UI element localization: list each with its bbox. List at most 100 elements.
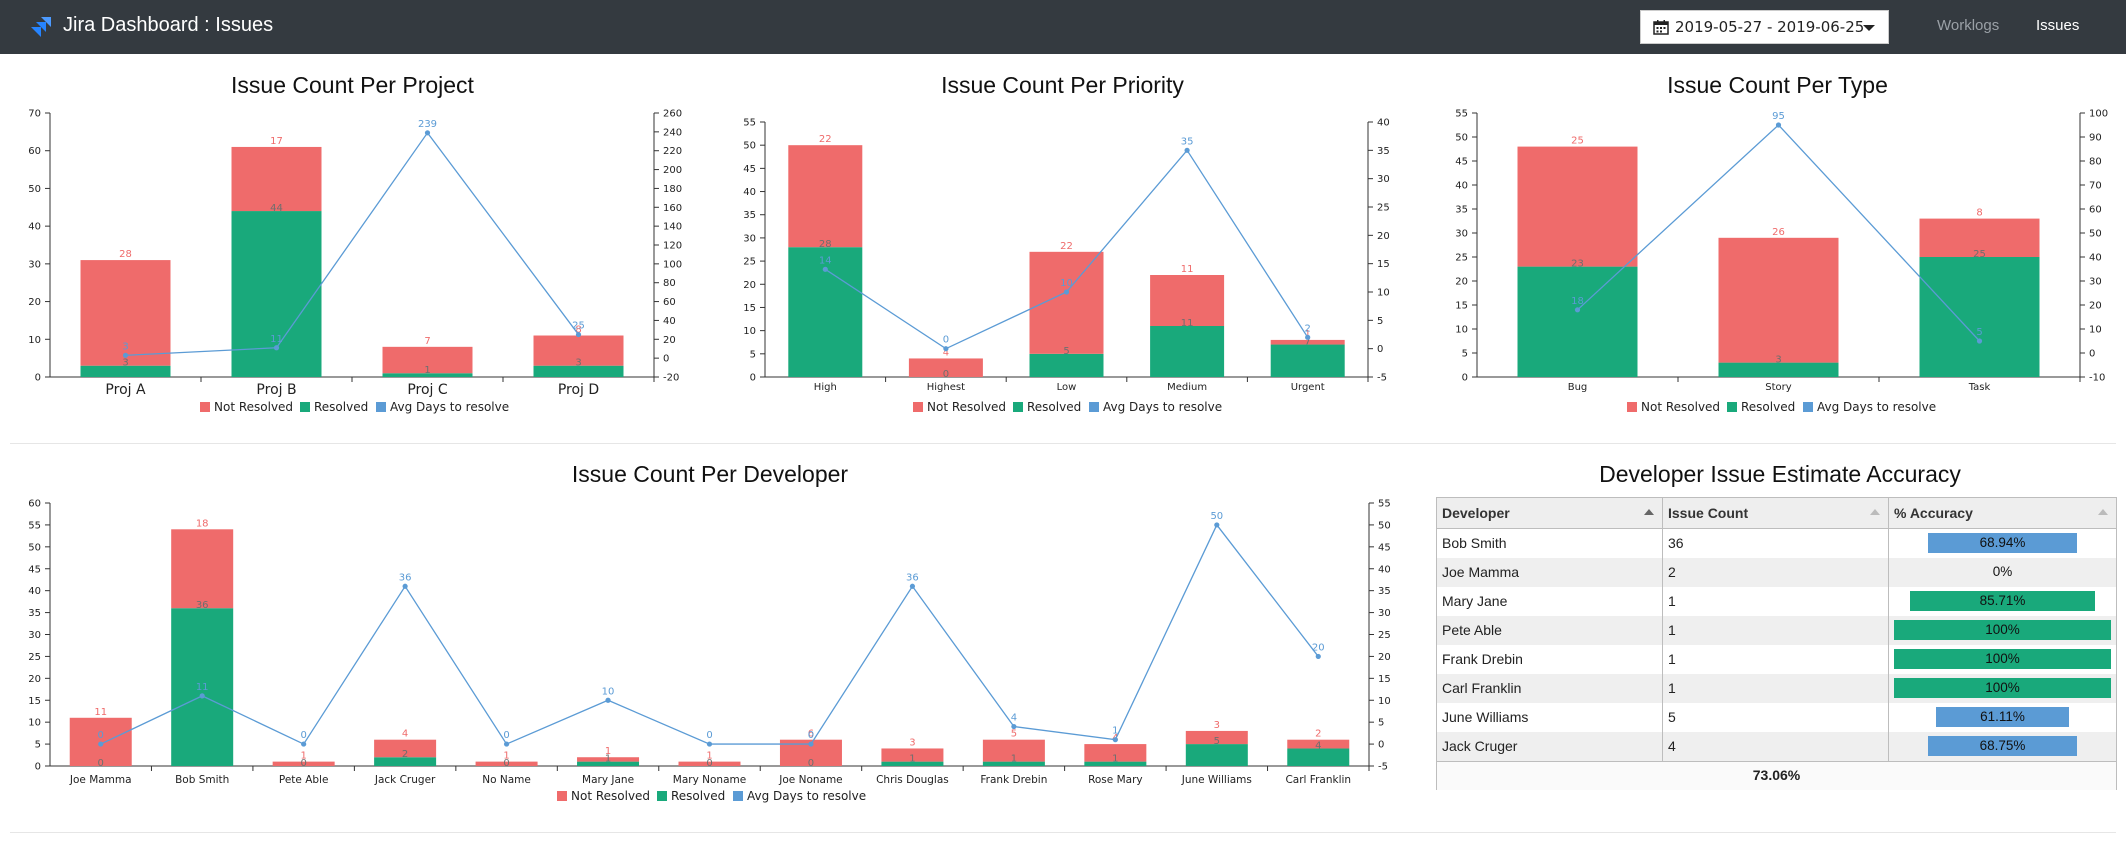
bar-not-resolved: [231, 146, 322, 212]
data-label-avg-days: 18: [1571, 296, 1584, 307]
avg-days-point: [605, 697, 611, 703]
y2-tick-label: 0: [1378, 740, 1384, 751]
y-tick-label: 40: [1455, 181, 1468, 192]
avg-days-point: [1305, 334, 1311, 340]
data-label-resolved: 3: [122, 358, 128, 369]
issue-count: 1: [1668, 622, 1676, 638]
developer-name: June Williams: [1442, 709, 1529, 725]
data-label-avg-days: 0: [300, 730, 306, 741]
y2-tick-label: 40: [1377, 118, 1390, 129]
category-label: Proj D: [558, 382, 599, 398]
data-label-resolved: 4: [1315, 740, 1321, 751]
category-label: Proj B: [256, 382, 296, 398]
y-tick-label: 45: [28, 564, 41, 575]
table-row[interactable]: June Williams 5 61.11%: [1437, 703, 2116, 732]
legend-label: Resolved: [1027, 400, 1081, 414]
avg-days-point: [822, 266, 828, 272]
legend-label: Avg Days to resolve: [747, 789, 866, 803]
y2-tick-label: 40: [1378, 564, 1391, 575]
data-label-resolved: 0: [300, 758, 306, 769]
calendar-icon: [1653, 20, 1669, 35]
table-row[interactable]: Bob Smith 36 68.94%: [1437, 529, 2116, 558]
avg-days-line: [1577, 124, 1980, 342]
column-header-developer[interactable]: Developer: [1437, 498, 1662, 528]
y-tick-label: 0: [1462, 373, 1468, 384]
y-tick-label: 25: [28, 652, 41, 663]
y-tick-label: 50: [28, 542, 41, 553]
table-header: Developer Issue Count % Accuracy: [1437, 498, 2116, 529]
section-divider: [10, 832, 2116, 833]
category-label: Urgent: [1291, 382, 1325, 393]
y-tick-label: 30: [1455, 229, 1468, 240]
y-tick-label: 50: [1455, 133, 1468, 144]
data-label-resolved: 0: [943, 369, 949, 380]
y-tick-label: 20: [1455, 277, 1468, 288]
data-label-not-resolved: 7: [424, 336, 430, 347]
issue-count: 4: [1668, 738, 1676, 754]
data-label-resolved: 44: [270, 203, 283, 214]
legend-label: Avg Days to resolve: [390, 400, 509, 414]
table-row[interactable]: Jack Cruger 4 68.75%: [1437, 732, 2116, 761]
data-label-resolved: 0: [808, 758, 814, 769]
y-tick-label: 70: [28, 109, 41, 120]
nav-link-worklogs[interactable]: Worklogs: [1937, 17, 2000, 34]
table-row[interactable]: Joe Mamma 2 0%: [1437, 558, 2116, 587]
data-label-resolved: 0: [706, 758, 712, 769]
table-row[interactable]: Pete Able 1 100%: [1437, 616, 2116, 645]
table-row[interactable]: Frank Drebin 1 100%: [1437, 645, 2116, 674]
y2-tick-label: 0: [2089, 349, 2095, 360]
avg-days-point: [301, 741, 307, 747]
column-header-accuracy[interactable]: % Accuracy: [1889, 498, 2116, 528]
data-label-avg-days: 0: [706, 730, 712, 741]
y2-tick-label: 120: [663, 241, 682, 252]
accuracy-bar: 68.75%: [1927, 736, 2078, 756]
data-label-not-resolved: 22: [1060, 241, 1073, 252]
developer-name: Bob Smith: [1442, 535, 1507, 551]
legend-label: Not Resolved: [927, 400, 1006, 414]
table-row[interactable]: Carl Franklin 1 100%: [1437, 674, 2116, 703]
category-label: Mary Noname: [673, 774, 746, 786]
y-tick-label: 20: [28, 674, 41, 685]
issue-count: 1: [1668, 651, 1676, 667]
app-title[interactable]: Jira Dashboard : Issues: [63, 14, 274, 36]
data-label-resolved: 3: [575, 358, 581, 369]
avg-days-point: [273, 345, 280, 351]
accuracy-value: 100%: [1985, 680, 2020, 695]
category-label: No Name: [482, 774, 531, 786]
y-tick-label: 30: [28, 259, 41, 270]
data-label-not-resolved: 1: [605, 746, 611, 757]
nav-link-issues[interactable]: Issues: [2036, 17, 2080, 34]
y-tick-label: 40: [743, 187, 756, 198]
y2-tick-label: 35: [1378, 586, 1391, 597]
sort-asc-icon: [1644, 509, 1654, 515]
legend-swatch: [1013, 402, 1023, 412]
avg-days-point: [122, 352, 129, 358]
data-label-not-resolved: 26: [1772, 227, 1785, 238]
data-label-not-resolved: 3: [909, 737, 915, 748]
data-label-not-resolved: 5: [1011, 729, 1017, 740]
column-header-issue-count[interactable]: Issue Count: [1663, 498, 1888, 528]
bar-not-resolved: [678, 761, 741, 766]
data-label-avg-days: 0: [808, 730, 814, 741]
bar-not-resolved: [1287, 739, 1350, 749]
table-row[interactable]: Mary Jane 1 85.71%: [1437, 587, 2116, 616]
date-range-picker[interactable]: 2019-05-27 - 2019-06-25: [1640, 10, 1889, 44]
bar-not-resolved: [1084, 744, 1147, 762]
y-tick-label: 0: [35, 762, 41, 773]
y2-tick-label: 0: [1377, 344, 1383, 355]
y2-tick-label: 20: [1378, 652, 1391, 663]
y-tick-label: 10: [1455, 325, 1468, 336]
bar-not-resolved: [1517, 146, 1638, 267]
bar-resolved: [1185, 744, 1248, 766]
y2-tick-label: 35: [1377, 146, 1390, 157]
date-range-value: 2019-05-27 - 2019-06-25: [1675, 18, 1865, 36]
data-label-avg-days: 4: [1011, 713, 1017, 724]
y-tick-label: 25: [743, 257, 756, 268]
y-tick-label: 30: [28, 630, 41, 641]
data-label-not-resolved: 17: [270, 136, 283, 147]
developer-name: Frank Drebin: [1442, 651, 1523, 667]
data-label-not-resolved: 1: [300, 751, 306, 762]
bar-resolved: [982, 761, 1045, 766]
accuracy-bar: 100%: [1894, 678, 2111, 698]
category-label: Task: [1968, 382, 1991, 393]
